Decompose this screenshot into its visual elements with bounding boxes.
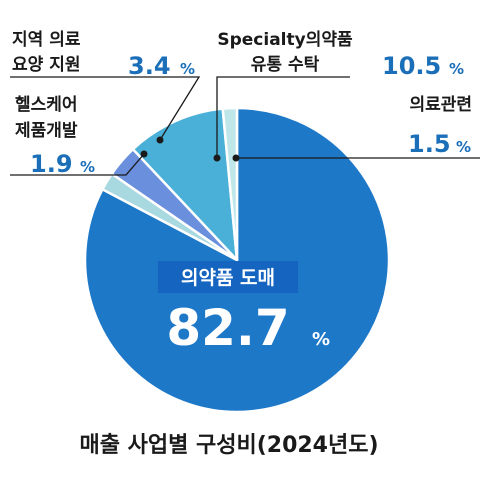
main-slice-value: 82.7 — [166, 299, 289, 357]
value-medical-percent: % — [456, 138, 471, 156]
leader-line-specialty — [216, 76, 350, 158]
leader-dot-healthcare — [140, 150, 148, 158]
main-slice-label-box — [158, 261, 298, 293]
value-medical: 1.5 — [408, 130, 451, 158]
label-healthcare-line2: 제품개발 — [15, 121, 78, 141]
leader-dots — [140, 136, 240, 162]
label-specialty-line2: 유통 수탁 — [251, 55, 320, 75]
value-specialty: 10.5 — [382, 52, 441, 80]
label-specialty-line1: Specialty의약품 — [217, 29, 353, 50]
label-healthcare-line1: 헬스케어 — [15, 95, 78, 115]
main-slice-name: 의약품 도매 — [181, 267, 275, 289]
value-regional: 3.4 — [128, 52, 171, 80]
value-regional-percent: % — [180, 60, 195, 78]
leader-line-healthcare — [10, 153, 145, 176]
value-healthcare-percent: % — [80, 158, 95, 176]
label-medical: 의료관련 — [409, 95, 472, 115]
value-healthcare: 1.9 — [30, 150, 73, 178]
leader-dot-medical — [232, 154, 240, 162]
pie-slice-4 — [221, 106, 239, 262]
chart-caption: 매출 사업별 구성비(2024년도) — [79, 433, 378, 458]
leader-dot-specialty — [213, 154, 221, 162]
value-specialty-percent: % — [449, 60, 464, 78]
label-regional-line2: 요양 지원 — [12, 55, 80, 75]
pie-slice-0 — [83, 106, 391, 414]
pie-slice-3 — [131, 107, 239, 262]
label-regional-line1: 지역 의료 — [12, 30, 81, 50]
leader-lines — [10, 76, 480, 176]
main-slice-percent-sign: % — [312, 329, 330, 350]
pie-slices — [83, 106, 391, 414]
leader-dot-regional — [156, 136, 164, 144]
leader-line-regional — [10, 76, 201, 141]
